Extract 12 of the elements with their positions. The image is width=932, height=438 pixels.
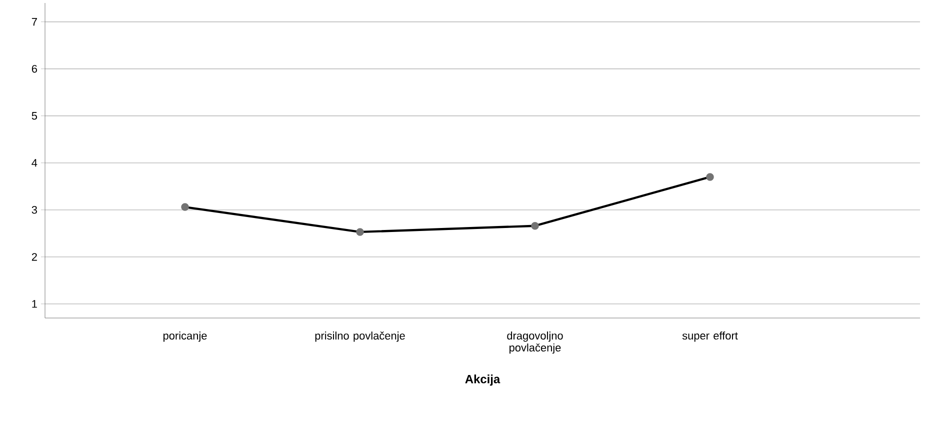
x-tick-label: prisilno povlačenje [315, 332, 405, 342]
y-tick-label: 6 [32, 64, 37, 73]
y-tick-label: 1 [32, 300, 37, 308]
y-tick-label: 7 [32, 18, 37, 26]
x-tick-label: super effort [682, 332, 738, 342]
x-tick-label: dragovoljno povlačenje [507, 332, 563, 354]
y-tick-label: 2 [32, 253, 37, 261]
y-tick-label: 3 [32, 206, 37, 214]
x-axis-title: Akcija [465, 374, 500, 386]
x-tick-label: poricanje [163, 332, 207, 342]
y-tick-label: 5 [32, 112, 38, 120]
y-tick-label: 4 [32, 159, 38, 167]
